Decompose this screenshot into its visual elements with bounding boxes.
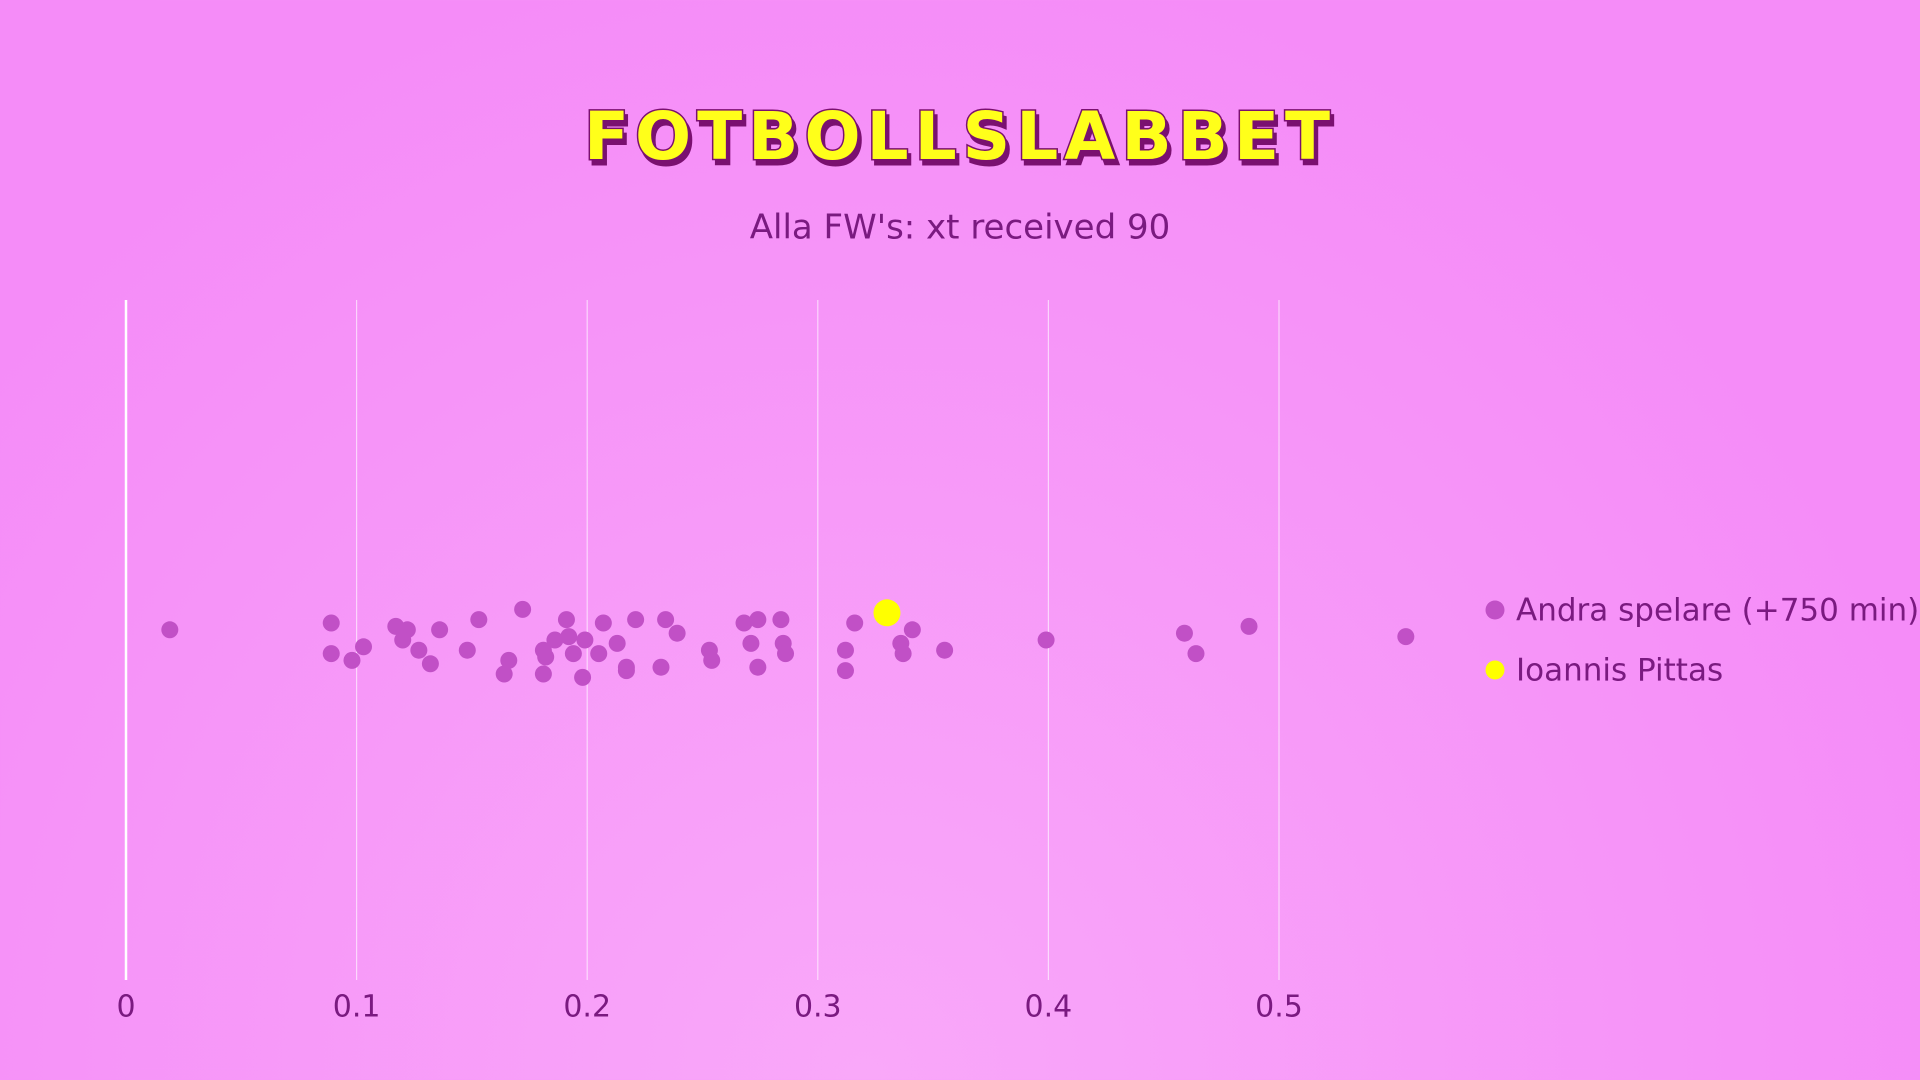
data-point	[534, 665, 552, 683]
data-point	[576, 631, 594, 649]
data-point	[777, 645, 795, 663]
data-point	[322, 614, 340, 632]
data-point	[343, 651, 361, 669]
x-tick-label: 0.5	[1255, 990, 1303, 1025]
data-point	[410, 641, 428, 659]
data-point	[537, 648, 555, 666]
data-point	[546, 631, 564, 649]
legend-label: Ioannis Pittas	[1516, 653, 1723, 689]
data-point	[590, 645, 608, 663]
data-point	[560, 628, 578, 646]
data-point	[514, 600, 532, 618]
data-point	[394, 631, 412, 649]
x-tick-label: 0.3	[794, 990, 842, 1025]
data-point	[470, 611, 488, 629]
data-point	[495, 665, 513, 683]
data-point	[749, 611, 767, 629]
data-point	[161, 621, 179, 639]
data-point	[1187, 645, 1205, 663]
data-point	[703, 651, 721, 669]
data-point	[564, 645, 582, 663]
data-point	[657, 611, 675, 629]
data-point	[652, 658, 670, 676]
legend-marker	[1485, 660, 1505, 680]
data-point	[903, 621, 921, 639]
data-point	[772, 611, 790, 629]
data-point	[627, 611, 645, 629]
data-point	[608, 634, 626, 652]
x-tick-label: 0.2	[563, 990, 611, 1025]
data-point	[749, 658, 767, 676]
data-point	[1037, 631, 1055, 649]
data-point	[574, 668, 592, 686]
data-point	[936, 641, 954, 659]
x-tick-label: 0	[116, 990, 135, 1025]
x-tick-label: 0.1	[333, 990, 381, 1025]
legend-marker	[1485, 600, 1505, 620]
data-point	[1175, 624, 1193, 642]
chart-subtitle: Alla FW's: xt received 90	[750, 208, 1170, 248]
data-point	[1240, 617, 1258, 635]
data-point	[873, 599, 901, 627]
data-point	[846, 614, 864, 632]
data-point	[421, 655, 439, 673]
data-point	[836, 641, 854, 659]
data-point	[894, 645, 912, 663]
x-tick-label: 0.4	[1025, 990, 1073, 1025]
data-point	[668, 624, 686, 642]
data-point	[1397, 628, 1415, 646]
data-point	[594, 614, 612, 632]
legend-label: Andra spelare (+750 min)	[1516, 593, 1919, 629]
data-point	[355, 638, 373, 656]
data-point	[742, 634, 760, 652]
chart-title: FOTBOLLSLABBET	[584, 98, 1336, 175]
data-point	[735, 614, 753, 632]
data-point	[617, 662, 635, 680]
data-point	[500, 651, 518, 669]
data-point	[836, 662, 854, 680]
data-point	[458, 641, 476, 659]
data-point	[322, 645, 340, 663]
data-point	[557, 611, 575, 629]
data-point	[431, 621, 449, 639]
